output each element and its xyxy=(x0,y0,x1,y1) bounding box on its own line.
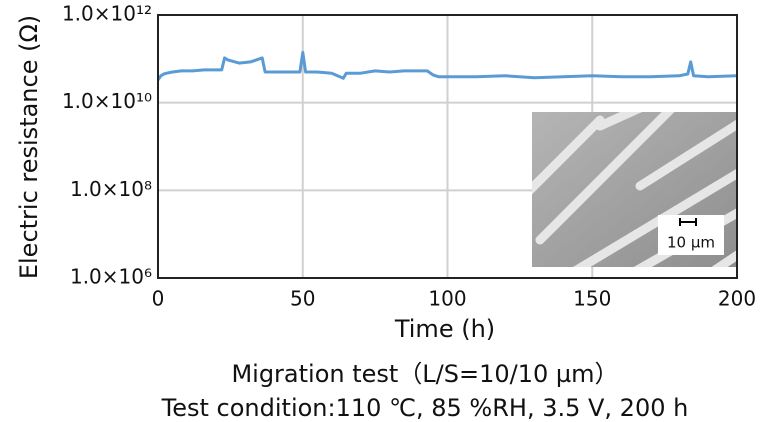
x-tick-label: 50 xyxy=(290,287,315,311)
x-tick-label: 150 xyxy=(573,287,611,311)
scale-label: 10 µm xyxy=(667,234,715,252)
inset-lines xyxy=(532,112,737,267)
x-axis-title: Time (h) xyxy=(394,315,495,343)
y-tick-label: 1.0×10¹⁰ xyxy=(62,89,152,113)
caption: Migration test（L/S=10/10 µm） xyxy=(231,360,618,388)
y-tick-label: 1.0×10⁶ xyxy=(70,265,152,289)
y-tick-label: 1.0×10¹² xyxy=(62,2,152,26)
x-tick-label: 0 xyxy=(152,287,165,311)
caption: Test condition:110 ℃, 85 %RH, 3.5 V, 200… xyxy=(161,394,689,422)
plot-frame xyxy=(157,14,738,279)
y-axis-title: Electric resistance (Ω) xyxy=(15,15,43,279)
inset-image: 10 µm xyxy=(532,112,737,267)
data-line xyxy=(156,50,738,81)
scale-bar xyxy=(679,218,697,226)
y-tick-label: 1.0×10⁸ xyxy=(70,177,152,201)
x-tick-label: 100 xyxy=(428,287,466,311)
x-tick-label: 200 xyxy=(718,287,756,311)
